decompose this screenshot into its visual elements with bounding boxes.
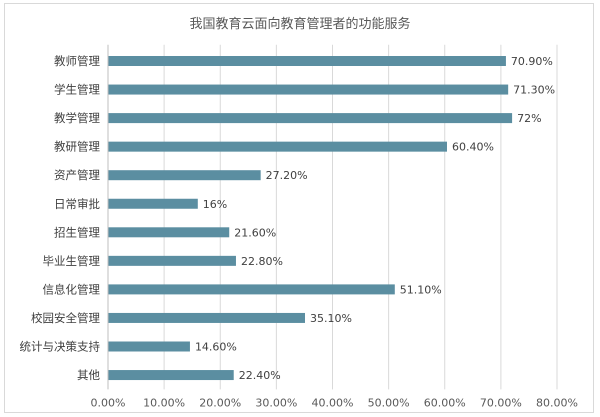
bar [108, 198, 198, 209]
bar [108, 341, 190, 352]
category-label: 信息化管理 [43, 282, 101, 296]
x-tick-label: 10.00% [143, 396, 185, 409]
x-tick-label: 40.00% [312, 396, 354, 409]
x-tick-label: 70.00% [480, 396, 522, 409]
x-tick-label: 60.00% [424, 396, 466, 409]
chart-title: 我国教育云面向教育管理者的功能服务 [189, 17, 411, 32]
x-tick-label: 50.00% [368, 396, 410, 409]
bar [108, 312, 305, 323]
category-label: 招生管理 [54, 225, 100, 239]
x-tick-label: 0.00% [91, 396, 126, 409]
data-label: 27.20% [266, 169, 308, 182]
chart-frame [4, 3, 594, 413]
data-label: 60.40% [452, 141, 494, 154]
bar [108, 170, 261, 181]
data-label: 72% [517, 112, 541, 125]
category-label: 教研管理 [54, 140, 100, 154]
category-label: 教师管理 [54, 54, 100, 68]
bar [108, 255, 236, 266]
category-label: 教学管理 [54, 111, 100, 125]
category-label: 日常审批 [54, 197, 100, 211]
x-tick-label: 80.00% [536, 396, 578, 409]
category-label: 学生管理 [54, 83, 100, 97]
category-label: 校园安全管理 [31, 311, 100, 325]
x-tick-label: 20.00% [199, 396, 241, 409]
bar [108, 141, 447, 152]
x-tick-label: 30.00% [255, 396, 297, 409]
bar [108, 284, 395, 295]
category-label: 统计与决策支持 [20, 340, 101, 354]
bar [108, 84, 509, 95]
bar [108, 370, 234, 381]
data-label: 22.40% [239, 369, 281, 382]
bar [108, 56, 506, 66]
bar [108, 113, 513, 124]
data-label: 21.60% [234, 226, 276, 239]
data-label: 70.90% [511, 55, 553, 68]
category-label: 资产管理 [54, 168, 100, 182]
data-label: 14.60% [195, 341, 237, 354]
bar [108, 227, 230, 238]
data-label: 22.80% [241, 255, 283, 268]
data-label: 16% [203, 198, 227, 211]
data-label: 71.30% [513, 84, 555, 97]
category-label: 毕业生管理 [43, 254, 101, 268]
data-label: 51.10% [400, 283, 442, 296]
data-label: 35.10% [310, 312, 352, 325]
category-label: 其他 [77, 368, 100, 382]
